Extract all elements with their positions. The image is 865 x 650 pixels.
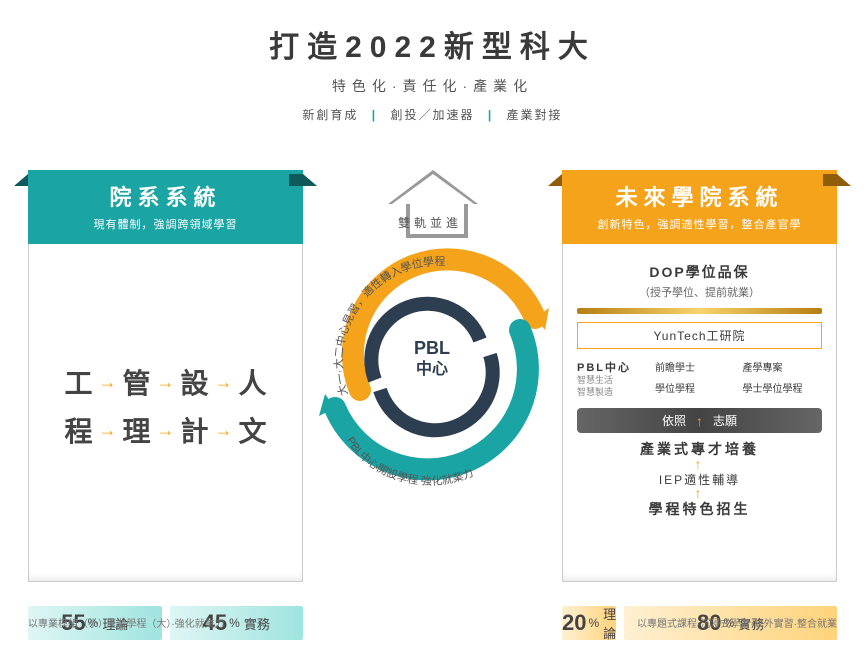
arrow-up-icon: ↑ [573, 459, 826, 470]
arrow-right-icon: → [157, 420, 175, 441]
left-title: 院系系統 [34, 180, 297, 212]
pct-label: 實務 [244, 614, 270, 633]
arrow-right-icon: → [98, 372, 116, 393]
pbl-title: PBL中心 [577, 359, 647, 375]
sub2-b: 創投／加速器 [390, 108, 474, 122]
right-panel-body: DOP學位品保 （授予學位、提前就業） YunTech工研院 PBL中心 智慧生… [562, 244, 837, 582]
header: 打造2022新型科大 特色化·責任化·產業化 新創育成 | 創投／加速器 | 產… [0, 0, 865, 123]
pbl-left-col: PBL中心 智慧生活 智慧製造 [577, 359, 647, 398]
right-pct-theory: 20% 理論 [562, 606, 616, 640]
dept-char: 計 [181, 410, 209, 450]
dept-row-2: 程 → 理 → 計 → 文 [29, 410, 302, 450]
arrow-right-icon: → [157, 372, 175, 393]
percent-icon: % [588, 616, 599, 630]
grey-right: 志願 [713, 412, 737, 429]
pct-label: 理論 [603, 604, 616, 642]
dept-char: 管 [122, 362, 150, 402]
dept-char: 理 [122, 410, 150, 450]
main-title: 打造2022新型科大 [0, 22, 865, 66]
dept-row-1: 工 → 管 → 設 → 人 [29, 362, 302, 402]
pbl-right-grid: 前瞻學士 產學專案 學位學程 學士學位學程 [655, 359, 822, 398]
right-panel-head: 未來學院系統 創新特色，強調適性學習，整合產官學 [562, 170, 837, 244]
left-desc: 現有體制，強調跨領域學習 [34, 216, 297, 232]
arrow-up-icon: ↑ [573, 488, 826, 499]
sub2-a: 新創育成 [302, 108, 358, 122]
sub2-c: 產業對接 [507, 108, 563, 122]
grid-cell: 產學專案 [743, 359, 823, 378]
arrow-right-icon: → [215, 372, 233, 393]
subtitle-2: 新創育成 | 創投／加速器 | 產業對接 [0, 106, 865, 123]
swirl-graphic: PBL 中心 大一·大二中心見習，適性轉入學位學程 PBL中心開設學程 強化就業… [320, 270, 545, 440]
house-mask [392, 174, 474, 204]
pct-num: 20 [562, 610, 586, 636]
dept-char: 文 [239, 410, 267, 450]
right-desc: 創新特色，強調適性學習，整合產官學 [568, 216, 831, 232]
stack-list: 產業式專才培養 ↑ IEP適性輔導 ↑ 學程特色招生 [573, 439, 826, 518]
arrow-up-icon: ↑ [696, 414, 703, 428]
pbl-center-label: PBL [414, 338, 450, 358]
pbl-sub: 智慧生活 [577, 375, 647, 387]
house-label: 雙軌並進 [398, 214, 462, 231]
department-grid: 工 → 管 → 設 → 人 程 → 理 → 計 → 文 [29, 354, 302, 458]
right-banner: 未來學院系統 創新特色，強調適性學習，整合產官學 [562, 170, 837, 244]
left-footnote: 以專業模組（小）·產業學程（大）·強化就業力 [28, 615, 225, 630]
pbl-center-label2: 中心 [416, 359, 448, 378]
dept-char: 程 [64, 410, 92, 450]
left-panel-body: 工 → 管 → 設 → 人 程 → 理 → 計 → 文 [28, 244, 303, 582]
right-title: 未來學院系統 [568, 180, 831, 212]
grid-cell: 學士學位學程 [743, 380, 823, 399]
left-panel-head: 院系系統 現有體制，強調跨領域學習 [28, 170, 303, 244]
grid-cell: 前瞻學士 [655, 359, 735, 378]
separator-icon: | [488, 108, 493, 122]
pbl-row: PBL中心 智慧生活 智慧製造 前瞻學士 產學專案 學位學程 學士學位學程 [573, 359, 826, 398]
dop-sub: （授予學位、提前就業） [573, 284, 826, 300]
grid-cell: 學位學程 [655, 380, 735, 399]
dept-char: 人 [239, 362, 267, 402]
arrow-right-icon: → [215, 420, 233, 441]
separator-icon: | [372, 108, 377, 122]
left-banner: 院系系統 現有體制，強調跨領域學習 [28, 170, 303, 244]
right-panel: 未來學院系統 創新特色，強調適性學習，整合產官學 DOP學位品保 （授予學位、提… [562, 170, 837, 570]
pbl-sub: 智慧製造 [577, 387, 647, 399]
arrow-right-icon: → [98, 420, 116, 441]
percent-icon: % [229, 616, 240, 630]
right-footnote: 以專題式課程·沉浸式學習·校外實習·整合就業 [637, 615, 837, 630]
gold-bar-decor [577, 308, 822, 314]
swirl-svg: PBL 中心 大一·大二中心見習，適性轉入學位學程 PBL中心開設學程 強化就業… [320, 270, 545, 440]
dept-char: 設 [181, 362, 209, 402]
dept-char: 工 [64, 362, 92, 402]
grey-left: 依照 [662, 412, 686, 429]
stack-item: 學程特色招生 [573, 499, 826, 519]
dop-title: DOP學位品保 [573, 262, 826, 282]
left-panel: 院系系統 現有體制，強調跨領域學習 工→ 管→ 設→ 人 程→ 理→ 計→ 文 … [28, 170, 303, 570]
yuntech-box: YunTech工研院 [577, 322, 822, 349]
grey-bar: 依照 ↑ 志願 [577, 408, 822, 433]
subtitle-1: 特色化·責任化·產業化 [0, 76, 865, 96]
